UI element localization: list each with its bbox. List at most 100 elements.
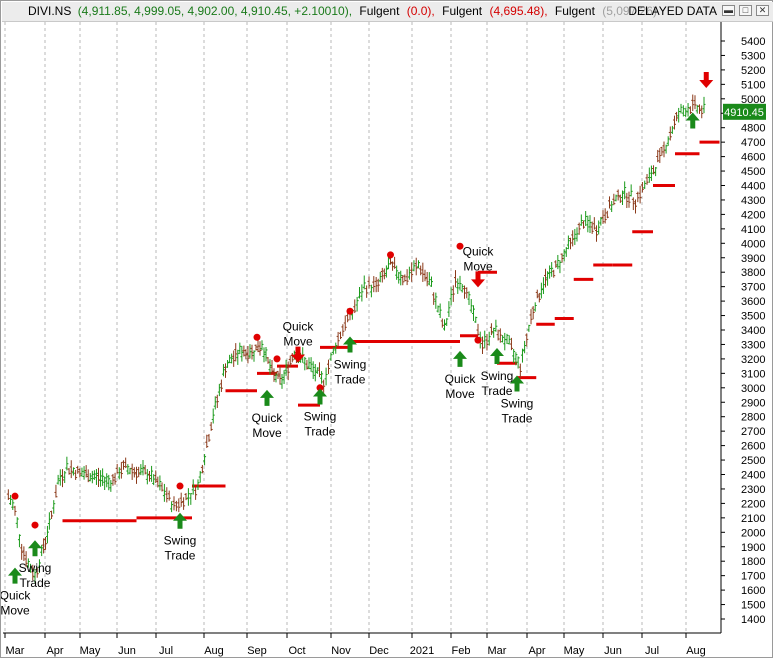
x-tick-label: Nov	[331, 645, 351, 657]
x-tick-label: Feb	[452, 645, 471, 657]
y-tick-label: 4300	[741, 195, 765, 207]
up-arrow-icon	[260, 389, 274, 406]
x-tick-label: Jun	[118, 645, 136, 657]
x-tick-label: Sep	[247, 645, 267, 657]
signal-dot	[253, 333, 261, 341]
y-tick-label: 2600	[741, 441, 765, 453]
down-arrow-icon	[471, 271, 485, 288]
signal-dot	[456, 242, 464, 250]
gridlines	[3, 22, 722, 634]
x-tick-label: Aug	[686, 645, 706, 657]
x-tick-label: Apr	[528, 645, 545, 657]
x-tick-label: Aug	[204, 645, 224, 657]
y-tick-label: 4600	[741, 152, 765, 164]
indicator-1-name[interactable]: Fulgent	[359, 4, 400, 18]
signal-label-line1: Swing	[19, 561, 52, 575]
x-axis: Mar Apr May Jun Jul Aug Sep Oct Nov Dec 2021 Feb Mar…	[4, 633, 706, 657]
signal-label-line2: Trade	[305, 424, 336, 438]
x-tick-label: Apr	[46, 645, 63, 657]
signal-dot	[31, 521, 39, 529]
signal-label-line2: Move	[1, 604, 30, 618]
last-price-text: 4910.45	[724, 107, 764, 119]
signal-dot	[316, 384, 324, 392]
y-tick-label: 3800	[741, 267, 765, 279]
signal-dots	[11, 242, 482, 529]
y-tick-label: 2100	[741, 513, 765, 525]
indicator-1-value: (0.0),	[406, 4, 435, 18]
x-tick-label: Mar	[6, 645, 25, 657]
x-tick-label: Jun	[604, 645, 622, 657]
y-tick-label: 4200	[741, 209, 765, 221]
y-tick-label: 1900	[741, 542, 765, 554]
signal-label-line1: Quick	[252, 411, 284, 425]
y-tick-label: 2700	[741, 426, 765, 438]
y-tick-label: 1400	[741, 614, 765, 626]
y-tick-label: 1600	[741, 585, 765, 597]
up-arrow-icon	[173, 512, 187, 529]
y-tick-label: 3700	[741, 282, 765, 294]
indicator-2-name[interactable]: Fulgent	[442, 4, 483, 18]
y-tick-label: 5400	[741, 36, 765, 48]
signal-dot	[346, 307, 354, 315]
signal-label-line1: Swing	[501, 396, 534, 410]
y-tick-label: 5100	[741, 79, 765, 91]
minimize-icon[interactable]: ▬	[722, 5, 735, 16]
y-tick-label: 3900	[741, 253, 765, 265]
signal-label-line2: Trade	[335, 372, 366, 386]
x-tick-label: May	[564, 645, 585, 657]
x-tick-label: Jul	[645, 645, 659, 657]
y-tick-label: 1500	[741, 600, 765, 612]
y-tick-label: 4100	[741, 224, 765, 236]
up-arrow-icon	[453, 350, 467, 367]
y-tick-label: 2400	[741, 470, 765, 482]
sell-signal	[699, 72, 714, 89]
signal-label-line2: Move	[252, 426, 282, 440]
y-tick-label: 1800	[741, 556, 765, 568]
y-tick-label: 3200	[741, 354, 765, 366]
up-arrow-icon	[343, 336, 357, 353]
down-arrow-icon	[291, 346, 305, 363]
buy-signal	[685, 112, 700, 129]
signal-dot	[474, 336, 482, 344]
y-tick-label: 3300	[741, 339, 765, 351]
up-arrow-icon	[510, 375, 524, 392]
y-tick-label: 2800	[741, 412, 765, 424]
signal-dot	[176, 482, 184, 490]
signal-label-line1: Quick	[445, 372, 477, 386]
y-tick-label: 4000	[741, 238, 765, 250]
y-tick-label: 4800	[741, 123, 765, 135]
signal-label-line2: Move	[463, 259, 493, 273]
signal-label-line1: Swing	[304, 409, 337, 423]
x-tick-label: Mar	[488, 645, 507, 657]
y-tick-label: 3100	[741, 368, 765, 380]
y-tick-label: 5300	[741, 50, 765, 62]
y-tick-label: 2500	[741, 455, 765, 467]
x-tick-label: Jul	[159, 645, 173, 657]
maximize-icon[interactable]: □	[739, 5, 752, 16]
stop-line-series	[62, 140, 720, 523]
y-tick-label: 5000	[741, 94, 765, 106]
close-icon[interactable]: ✕	[756, 5, 769, 16]
last-price-label: 4910.45	[723, 103, 766, 120]
signal-label-line1: Quick	[1, 589, 31, 603]
y-tick-label: 5200	[741, 65, 765, 77]
down-arrow-icon	[699, 72, 714, 89]
y-tick-label: 2300	[741, 484, 765, 496]
signal-label-line2: Move	[445, 387, 475, 401]
x-tick-label: Dec	[369, 645, 389, 657]
indicator-2-value: (4,695.48),	[489, 4, 548, 18]
indicator-3-value: (5,097.26)	[602, 4, 657, 18]
signal-label-line1: Swing	[481, 369, 514, 383]
y-tick-label: 1700	[741, 571, 765, 583]
symbol-label[interactable]: DIVI.NS	[28, 4, 72, 18]
up-arrow-icon	[685, 112, 700, 129]
indicator-3-name[interactable]: Fulgent	[554, 4, 595, 18]
